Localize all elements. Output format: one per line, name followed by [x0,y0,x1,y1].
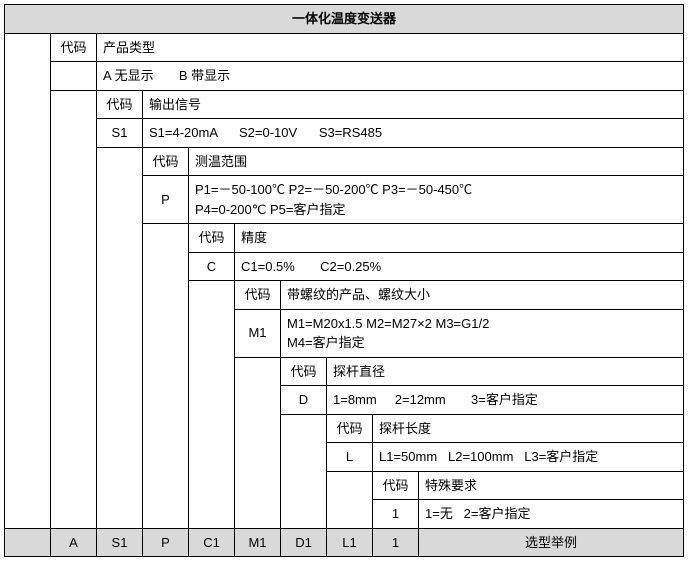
desc-diameter: 1=8mm 2=12mm 3=客户指定 [327,386,684,415]
code-s1: S1 [97,119,143,148]
desc-output: S1=4-20mA S2=0-10V S3=RS485 [143,119,684,148]
code-header-6: 代码 [281,357,327,386]
row-product-type-values: A 无显示 B 带显示 [5,62,684,91]
code-header-1: 代码 [51,33,97,62]
code-d: D [281,386,327,415]
gap-col-7 [327,471,373,528]
footer-c3: P [143,528,189,557]
desc-length: L1=50mm L2=100mm L3=客户指定 [373,443,684,472]
desc-thread: M1=M20x1.5 M2=M27×2 M3=G1/2 M4=客户指定 [281,309,684,357]
gap-col-5 [235,357,281,528]
gap-col-6 [281,414,327,528]
code-p: P [143,176,189,224]
footer-row: A S1 P C1 M1 D1 L1 1 选型举例 [5,528,684,557]
desc-special: 1=无 2=客户指定 [419,500,684,529]
table-title: 一体化温度变送器 [5,5,684,34]
desc-accuracy: C1=0.5% C2=0.25% [235,252,684,281]
row-product-type-header: 代码 产品类型 [5,33,684,62]
footer-c6: D1 [281,528,327,557]
code-header-5: 代码 [235,281,281,310]
code-header-2: 代码 [97,90,143,119]
gap-col-4 [189,281,235,529]
footer-label: 选型举例 [419,528,684,557]
label-special: 特殊要求 [419,471,684,500]
code-c: C [189,252,235,281]
label-range: 测温范围 [189,147,684,176]
label-diameter: 探杆直径 [327,357,684,386]
gap-col-1 [51,90,97,528]
spec-table: 一体化温度变送器 代码 产品类型 A 无显示 B 带显示 代码 输出信号 S1 … [4,4,684,557]
row-range-header: 代码 测温范围 [5,147,684,176]
footer-c5: M1 [235,528,281,557]
title-row: 一体化温度变送器 [5,5,684,34]
gap-col-2 [97,147,143,528]
row-output-values: S1 S1=4-20mA S2=0-10V S3=RS485 [5,119,684,148]
label-output: 输出信号 [143,90,684,119]
row-output-header: 代码 输出信号 [5,90,684,119]
code-header-3: 代码 [143,147,189,176]
code-m1: M1 [235,309,281,357]
gap-col-3 [143,224,189,529]
label-length: 探杆长度 [373,414,684,443]
footer-c1: A [51,528,97,557]
label-accuracy: 精度 [235,224,684,253]
desc-product-type: A 无显示 B 带显示 [97,62,684,91]
footer-c4: C1 [189,528,235,557]
code-header-7: 代码 [327,414,373,443]
code-header-8: 代码 [373,471,419,500]
code-l: L [327,443,373,472]
desc-range: P1=－50-100℃ P2=－50-200℃ P3=－50-450℃ P4=0… [189,176,684,224]
footer-gap [5,528,51,557]
label-thread: 带螺纹的产品、螺纹大小 [281,281,684,310]
code-1: 1 [373,500,419,529]
footer-c7: L1 [327,528,373,557]
label-product-type: 产品类型 [97,33,684,62]
footer-c8: 1 [373,528,419,557]
code-blank-1 [51,62,97,91]
code-header-4: 代码 [189,224,235,253]
footer-c2: S1 [97,528,143,557]
gap-col-0 [5,33,51,528]
